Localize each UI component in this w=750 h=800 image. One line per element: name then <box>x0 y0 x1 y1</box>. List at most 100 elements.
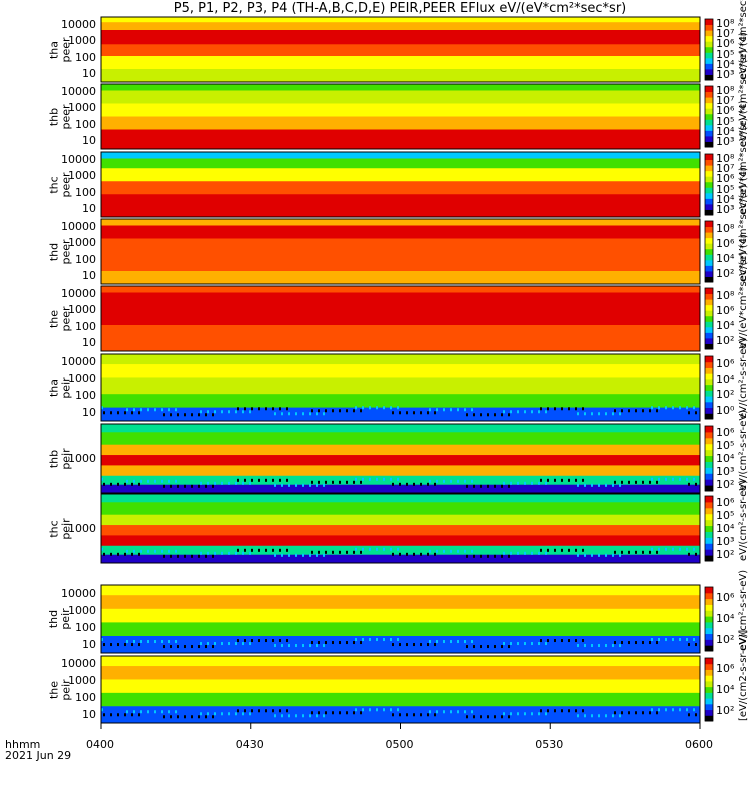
noise-pixel <box>212 554 214 558</box>
noise-pixel <box>242 410 244 414</box>
noise-pixel <box>619 644 621 648</box>
y-tick-label: 100 <box>75 252 96 266</box>
noise-pixel <box>221 712 223 716</box>
y-tick-label: 10000 <box>61 153 96 167</box>
colorbar-tick-label: 10⁴ <box>716 612 735 625</box>
noise-pixel <box>494 715 496 719</box>
noise-pixel <box>501 484 503 488</box>
noise-pixel <box>170 554 172 558</box>
noise-pixel <box>635 480 637 484</box>
noise-pixel <box>635 711 637 715</box>
noise-pixel <box>339 711 341 715</box>
noise-pixel <box>427 482 429 486</box>
noise-pixel <box>429 549 431 553</box>
colorbar-frame <box>704 85 714 148</box>
colorbar-segment <box>705 467 713 474</box>
noise-pixel <box>612 553 614 557</box>
colorbar-tick-label: 10⁶ <box>716 661 735 675</box>
colorbar-frame <box>704 586 714 652</box>
noise-pixel <box>163 715 165 719</box>
noise-pixel <box>101 708 103 712</box>
noise-pixel <box>457 408 459 412</box>
noise-pixel <box>286 478 288 482</box>
noise-pixel <box>360 711 362 715</box>
noise-pixel <box>413 643 415 647</box>
noise-pixel <box>605 483 607 487</box>
colorbar-segment <box>705 396 713 403</box>
noise-pixel <box>656 641 658 645</box>
noise-pixel <box>362 708 364 712</box>
noise-pixel <box>200 481 202 485</box>
noise-pixel <box>665 638 667 642</box>
noise-pixel <box>281 644 283 648</box>
noise-pixel <box>346 641 348 645</box>
noise-pixel <box>131 411 133 415</box>
colorbar-tick-label: 10³ <box>716 134 735 148</box>
noise-pixel <box>450 549 452 553</box>
noise-pixel <box>184 413 186 417</box>
noise-pixel <box>545 712 547 716</box>
noise-pixel <box>376 708 378 712</box>
noise-pixel <box>656 711 658 715</box>
colorbar-segment <box>705 507 713 515</box>
noise-pixel <box>272 407 274 411</box>
colorbar-segment <box>705 401 713 409</box>
noise-pixel <box>540 478 542 482</box>
noise-pixel <box>175 479 177 483</box>
colorbar-tick-label: 10⁴ <box>716 451 735 465</box>
spectrogram-band <box>101 554 700 564</box>
noise-pixel <box>568 709 570 713</box>
spectrogram-band <box>101 292 700 310</box>
noise-pixel <box>628 550 630 554</box>
noise-pixel <box>131 552 133 556</box>
colorbar-tick-label: 10⁰ <box>716 404 735 418</box>
noise-pixel <box>323 644 325 648</box>
noise-pixel <box>436 408 438 412</box>
noise-pixel <box>286 548 288 552</box>
noise-pixel <box>635 641 637 645</box>
noise-pixel <box>369 477 371 481</box>
spectrogram-band <box>101 181 700 195</box>
noise-pixel <box>642 711 644 715</box>
noise-pixel <box>251 478 253 482</box>
spectrogram-band <box>101 354 700 365</box>
colorbar-segment <box>705 74 713 81</box>
noise-pixel <box>582 478 584 482</box>
colorbar-tick-label: 10⁸ <box>716 84 735 98</box>
colorbar-segment <box>705 181 713 188</box>
noise-pixel <box>251 407 253 411</box>
noise-pixel <box>332 480 334 484</box>
colorbar-tick-label: 10⁷ <box>716 94 735 108</box>
colorbar-tick-label: 10³ <box>716 534 735 548</box>
colorbar-tick-label: 10² <box>716 547 735 561</box>
colorbar-segment <box>705 337 713 344</box>
colorbar-segment <box>705 68 713 75</box>
spectrogram-band <box>101 585 700 596</box>
colorbar-segment <box>705 531 713 538</box>
noise-pixel <box>309 553 311 557</box>
panel-frame <box>100 584 701 654</box>
noise-pixel <box>503 551 505 555</box>
noise-pixel <box>540 548 542 552</box>
spectrogram-band <box>101 494 700 503</box>
noise-pixel <box>494 413 496 417</box>
y-tick-label: 100 <box>75 319 96 333</box>
noise-pixel <box>540 709 542 713</box>
spectrogram-band <box>101 424 700 433</box>
noise-pixel <box>138 411 140 415</box>
noise-pixel <box>258 478 260 482</box>
noise-pixel <box>221 481 223 485</box>
noise-pixel <box>316 412 318 416</box>
panel-frame <box>100 423 701 494</box>
noise-pixel <box>323 483 325 487</box>
noise-pixel <box>124 713 126 717</box>
noise-pixel <box>383 638 385 642</box>
spectrogram-band <box>101 152 700 159</box>
noise-pixel <box>265 709 267 713</box>
noise-pixel <box>577 553 579 557</box>
colorbar-segment <box>705 19 713 26</box>
colorbar-segment <box>705 248 713 255</box>
noise-pixel <box>274 412 276 416</box>
noise-pixel <box>429 479 431 483</box>
noise-pixel <box>420 713 422 717</box>
